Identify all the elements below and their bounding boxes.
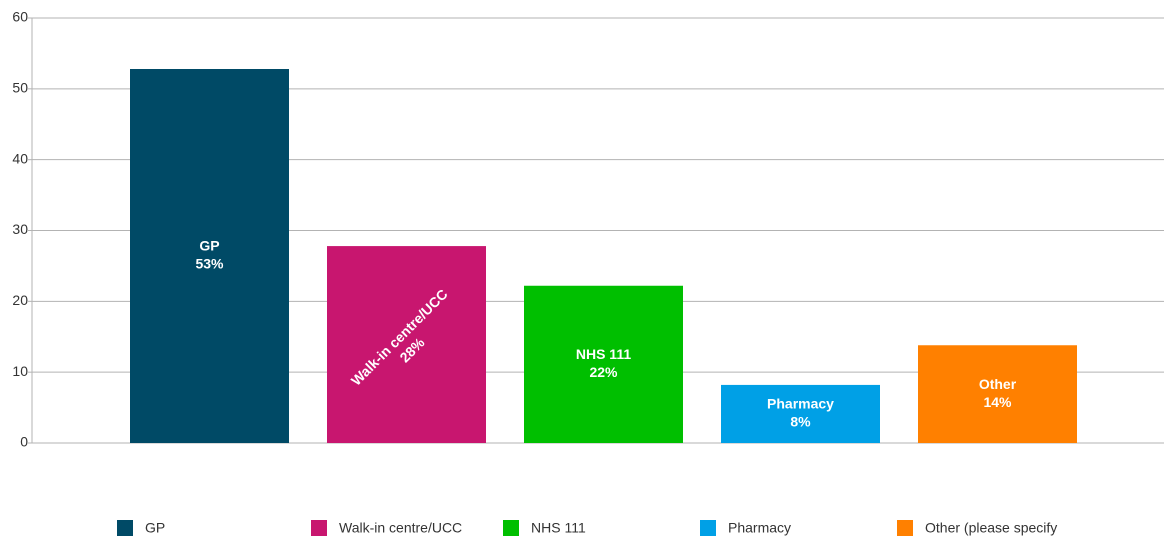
y-tick-label: 0 xyxy=(20,434,28,450)
bar-label: GP 53% xyxy=(195,238,224,272)
bar xyxy=(327,246,486,443)
bar-label-value: 8% xyxy=(790,414,811,430)
bar-label-name: Other xyxy=(979,376,1017,392)
y-tick-label: 30 xyxy=(12,221,28,237)
bar xyxy=(524,285,683,443)
bar-label-value: 22% xyxy=(589,364,618,380)
bar-label-value: 53% xyxy=(195,256,224,272)
bar xyxy=(721,384,880,443)
legend-swatch xyxy=(117,520,133,536)
y-tick-label: 50 xyxy=(12,80,28,96)
legend-swatch xyxy=(897,520,913,536)
bar-label-name: GP xyxy=(199,238,219,254)
legend-swatch xyxy=(700,520,716,536)
bar-label-value: 14% xyxy=(983,394,1012,410)
bar-label: Other 14% xyxy=(979,376,1017,410)
bar-label: Pharmacy 8% xyxy=(767,396,834,430)
legend-label: Walk-in centre/UCC xyxy=(339,520,462,536)
y-tick-label: 10 xyxy=(12,363,28,379)
legend-label: Other (please specify xyxy=(925,520,1057,536)
legend-label: GP xyxy=(145,520,165,536)
legend-label: Pharmacy xyxy=(728,520,791,536)
y-tick-label: 60 xyxy=(12,9,28,25)
legend-label: NHS 111 xyxy=(531,520,586,536)
y-tick-label: 20 xyxy=(12,292,28,308)
legend-swatch xyxy=(311,520,327,536)
bar-label-name: Pharmacy xyxy=(767,396,834,412)
bar-label: NHS 111 22% xyxy=(576,346,631,380)
bar-label-name: NHS 111 xyxy=(576,346,631,362)
legend-swatch xyxy=(503,520,519,536)
bar xyxy=(130,69,289,443)
bar xyxy=(918,345,1077,443)
y-tick-label: 40 xyxy=(12,150,28,166)
